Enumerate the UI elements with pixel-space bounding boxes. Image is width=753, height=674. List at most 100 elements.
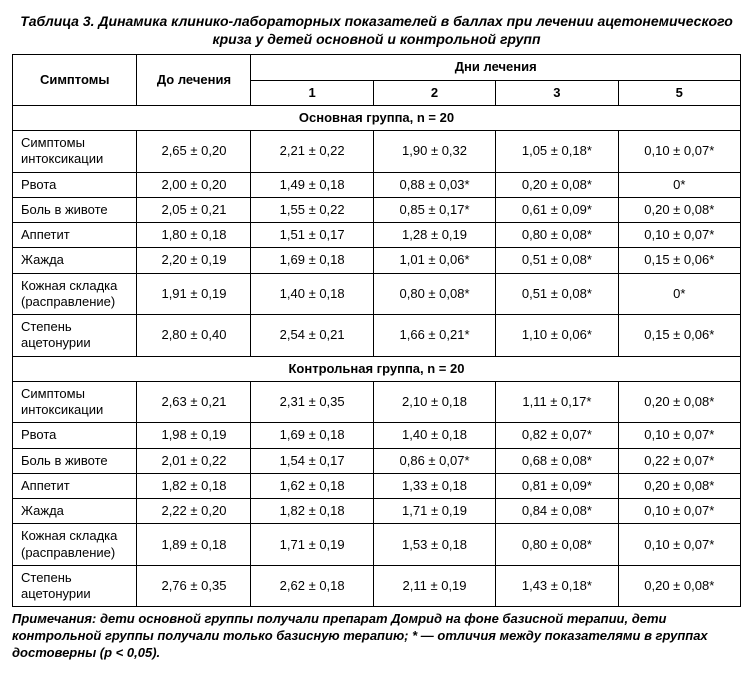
value-cell: 0,20 ± 0,08* (618, 197, 740, 222)
value-cell: 1,82 ± 0,18 (137, 473, 251, 498)
value-cell: 1,53 ± 0,18 (373, 524, 495, 566)
table-head: Симптомы До лечения Дни лечения 1 2 3 5 … (13, 55, 741, 131)
symptom-label: Симптомы интоксикации (13, 131, 137, 173)
value-cell: 2,65 ± 0,20 (137, 131, 251, 173)
value-cell: 1,71 ± 0,19 (251, 524, 373, 566)
value-cell: 1,05 ± 0,18* (496, 131, 618, 173)
value-cell: 1,49 ± 0,18 (251, 172, 373, 197)
value-cell: 0,82 ± 0,07* (496, 423, 618, 448)
value-cell: 1,90 ± 0,32 (373, 131, 495, 173)
table-row: Аппетит1,80 ± 0,181,51 ± 0,171,28 ± 0,19… (13, 223, 741, 248)
symptom-label: Аппетит (13, 223, 137, 248)
value-cell: 1,89 ± 0,18 (137, 524, 251, 566)
symptom-label: Симптомы интоксикации (13, 381, 137, 423)
value-cell: 1,11 ± 0,17* (496, 381, 618, 423)
value-cell: 0,84 ± 0,08* (496, 499, 618, 524)
symptom-label: Рвота (13, 423, 137, 448)
value-cell: 0,61 ± 0,09* (496, 197, 618, 222)
value-cell: 2,20 ± 0,19 (137, 248, 251, 273)
value-cell: 0,22 ± 0,07* (618, 448, 740, 473)
value-cell: 0,10 ± 0,07* (618, 524, 740, 566)
value-cell: 0,80 ± 0,08* (496, 524, 618, 566)
table-title: Таблица 3. Динамика клинико-лабораторных… (12, 12, 741, 48)
col-day1: 1 (251, 80, 373, 105)
value-cell: 0,10 ± 0,07* (618, 423, 740, 448)
col-day5: 5 (618, 80, 740, 105)
table-row: Рвота1,98 ± 0,191,69 ± 0,181,40 ± 0,180,… (13, 423, 741, 448)
value-cell: 2,80 ± 0,40 (137, 315, 251, 357)
value-cell: 0,20 ± 0,08* (618, 381, 740, 423)
symptom-label: Боль в животе (13, 448, 137, 473)
symptom-label: Боль в животе (13, 197, 137, 222)
table-row: Симптомы интоксикации2,65 ± 0,202,21 ± 0… (13, 131, 741, 173)
symptom-label: Степень ацетонурии (13, 315, 137, 357)
value-cell: 1,55 ± 0,22 (251, 197, 373, 222)
value-cell: 1,69 ± 0,18 (251, 423, 373, 448)
value-cell: 1,62 ± 0,18 (251, 473, 373, 498)
value-cell: 2,63 ± 0,21 (137, 381, 251, 423)
value-cell: 0* (618, 172, 740, 197)
value-cell: 1,91 ± 0,19 (137, 273, 251, 315)
value-cell: 0* (618, 273, 740, 315)
group-control-row: Контрольная группа, n = 20 (13, 356, 741, 381)
value-cell: 1,54 ± 0,17 (251, 448, 373, 473)
value-cell: 0,51 ± 0,08* (496, 248, 618, 273)
value-cell: 1,40 ± 0,18 (373, 423, 495, 448)
col-before: До лечения (137, 55, 251, 106)
value-cell: 1,69 ± 0,18 (251, 248, 373, 273)
group-main-header: Основная группа, n = 20 (13, 105, 741, 130)
table-row: Степень ацетонурии2,80 ± 0,402,54 ± 0,21… (13, 315, 741, 357)
value-cell: 1,71 ± 0,19 (373, 499, 495, 524)
value-cell: 1,33 ± 0,18 (373, 473, 495, 498)
value-cell: 1,80 ± 0,18 (137, 223, 251, 248)
value-cell: 0,80 ± 0,08* (496, 223, 618, 248)
value-cell: 0,51 ± 0,08* (496, 273, 618, 315)
value-cell: 0,81 ± 0,09* (496, 473, 618, 498)
table-row: Симптомы интоксикации2,63 ± 0,212,31 ± 0… (13, 381, 741, 423)
symptom-label: Степень ацетонурии (13, 565, 137, 607)
col-days-group: Дни лечения (251, 55, 741, 80)
symptom-label: Рвота (13, 172, 137, 197)
table-row: Степень ацетонурии2,76 ± 0,352,62 ± 0,18… (13, 565, 741, 607)
table-row: Кожная складка (расправление)1,89 ± 0,18… (13, 524, 741, 566)
value-cell: 2,76 ± 0,35 (137, 565, 251, 607)
value-cell: 0,15 ± 0,06* (618, 315, 740, 357)
value-cell: 2,11 ± 0,19 (373, 565, 495, 607)
group-main-row: Основная группа, n = 20 (13, 105, 741, 130)
col-symptoms: Симптомы (13, 55, 137, 106)
table-row: Рвота2,00 ± 0,201,49 ± 0,180,88 ± 0,03*0… (13, 172, 741, 197)
value-cell: 1,82 ± 0,18 (251, 499, 373, 524)
control-group-body: Симптомы интоксикации2,63 ± 0,212,31 ± 0… (13, 381, 741, 607)
value-cell: 1,28 ± 0,19 (373, 223, 495, 248)
table-row: Кожная складка (расправление)1,91 ± 0,19… (13, 273, 741, 315)
col-day2: 2 (373, 80, 495, 105)
value-cell: 0,20 ± 0,08* (618, 565, 740, 607)
value-cell: 0,88 ± 0,03* (373, 172, 495, 197)
value-cell: 1,40 ± 0,18 (251, 273, 373, 315)
table-row: Боль в животе2,05 ± 0,211,55 ± 0,220,85 … (13, 197, 741, 222)
value-cell: 1,51 ± 0,17 (251, 223, 373, 248)
group-control-sep: Контрольная группа, n = 20 (13, 356, 741, 381)
value-cell: 2,05 ± 0,21 (137, 197, 251, 222)
group-control-header: Контрольная группа, n = 20 (13, 356, 741, 381)
symptom-label: Жажда (13, 499, 137, 524)
value-cell: 2,10 ± 0,18 (373, 381, 495, 423)
col-day3: 3 (496, 80, 618, 105)
table-row: Боль в животе2,01 ± 0,221,54 ± 0,170,86 … (13, 448, 741, 473)
value-cell: 1,10 ± 0,06* (496, 315, 618, 357)
data-table: Симптомы До лечения Дни лечения 1 2 3 5 … (12, 54, 741, 607)
symptom-label: Жажда (13, 248, 137, 273)
table-footnote: Примечания: дети основной группы получал… (12, 611, 741, 662)
header-row-1: Симптомы До лечения Дни лечения (13, 55, 741, 80)
value-cell: 2,00 ± 0,20 (137, 172, 251, 197)
table-row: Жажда2,20 ± 0,191,69 ± 0,181,01 ± 0,06*0… (13, 248, 741, 273)
value-cell: 0,68 ± 0,08* (496, 448, 618, 473)
value-cell: 0,86 ± 0,07* (373, 448, 495, 473)
value-cell: 0,20 ± 0,08* (496, 172, 618, 197)
symptom-label: Кожная складка (расправление) (13, 524, 137, 566)
value-cell: 0,15 ± 0,06* (618, 248, 740, 273)
value-cell: 0,10 ± 0,07* (618, 223, 740, 248)
value-cell: 2,31 ± 0,35 (251, 381, 373, 423)
value-cell: 2,22 ± 0,20 (137, 499, 251, 524)
value-cell: 0,10 ± 0,07* (618, 131, 740, 173)
